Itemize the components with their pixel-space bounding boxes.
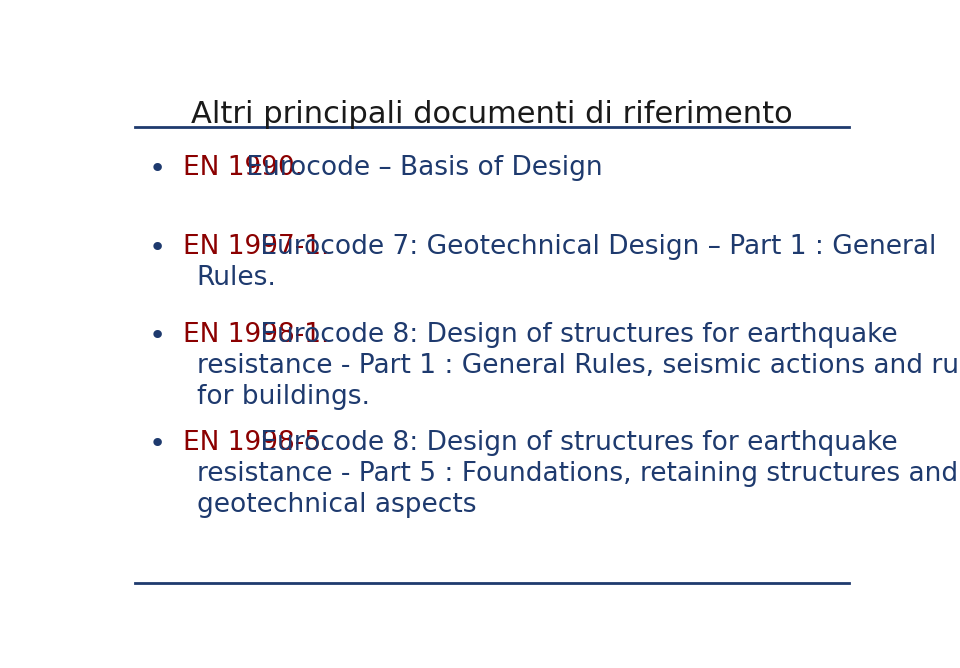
Text: •: • [149,322,166,350]
Text: EN 1998-5.: EN 1998-5. [183,430,329,456]
Text: EN 1998-1.: EN 1998-1. [183,322,329,348]
Text: EN 1990.: EN 1990. [183,155,303,181]
Text: for buildings.: for buildings. [197,383,370,409]
Text: Eurocode – Basis of Design: Eurocode – Basis of Design [238,155,603,181]
Text: Altri principali documenti di riferimento: Altri principali documenti di riferiment… [191,100,793,129]
Text: resistance - Part 1 : General Rules, seismic actions and rules: resistance - Part 1 : General Rules, sei… [197,353,960,379]
Text: •: • [149,155,166,183]
Text: Eurocode 8: Design of structures for earthquake: Eurocode 8: Design of structures for ear… [252,322,898,348]
Text: resistance - Part 5 : Foundations, retaining structures and: resistance - Part 5 : Foundations, retai… [197,461,958,487]
Text: Eurocode 7: Geotechnical Design – Part 1 : General: Eurocode 7: Geotechnical Design – Part 1… [252,234,936,261]
Text: geotechnical aspects: geotechnical aspects [197,492,476,518]
Text: •: • [149,430,166,458]
Text: Eurocode 8: Design of structures for earthquake: Eurocode 8: Design of structures for ear… [252,430,898,456]
Text: •: • [149,234,166,263]
Text: Rules.: Rules. [197,265,276,291]
Text: EN 1997-1.: EN 1997-1. [183,234,329,261]
